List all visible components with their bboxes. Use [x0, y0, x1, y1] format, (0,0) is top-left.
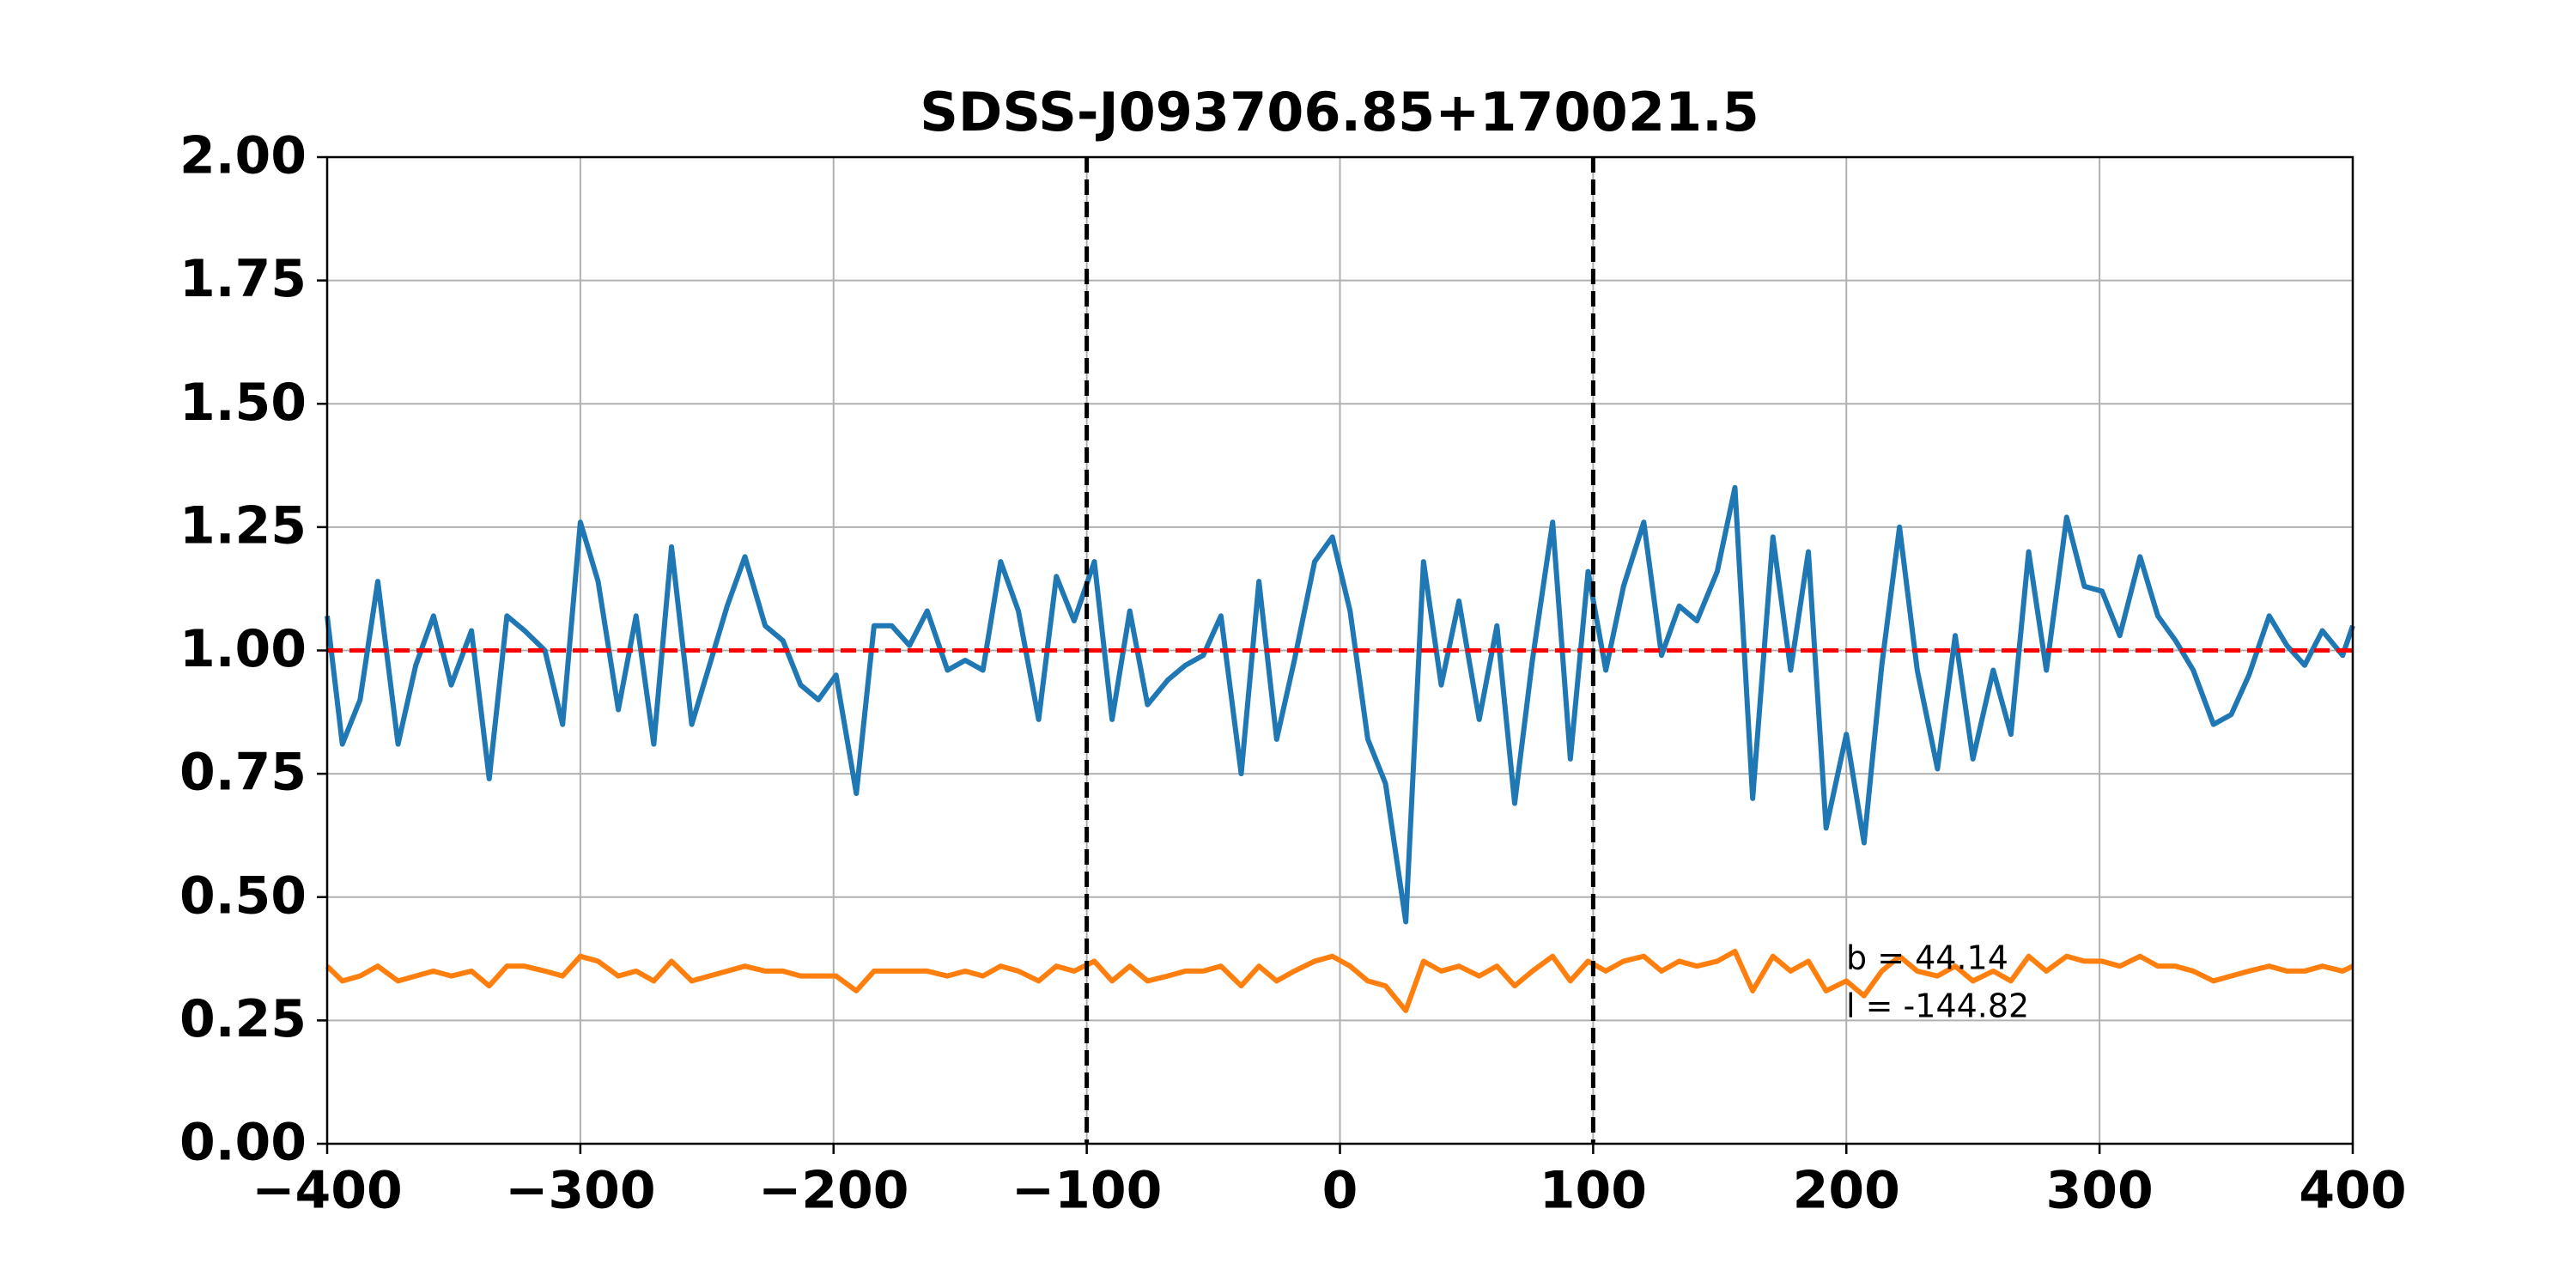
- chart-title: SDSS-J093706.85+170021.5: [920, 81, 1759, 143]
- y-tick-label: 0.75: [179, 743, 307, 803]
- x-tick-label: 400: [2299, 1161, 2406, 1221]
- annotation: l = -144.82: [1846, 987, 2029, 1025]
- annotation: b = 44.14: [1846, 939, 2008, 977]
- x-tick-label: −200: [758, 1161, 909, 1221]
- y-tick-label: 2.00: [179, 126, 307, 186]
- y-tick-label: 1.00: [179, 619, 307, 679]
- y-tick-label: 0.50: [179, 866, 307, 926]
- x-tick-label: 100: [1540, 1161, 1647, 1221]
- series-line: [325, 484, 2355, 925]
- y-tick-label: 0.25: [179, 989, 307, 1049]
- x-tick-label: −400: [252, 1161, 403, 1221]
- x-tick-label: 300: [2046, 1161, 2154, 1221]
- x-tick-label: 0: [1322, 1161, 1358, 1221]
- y-tick-label: 1.75: [179, 249, 307, 309]
- x-tick-label: −300: [505, 1161, 656, 1221]
- x-tick-label: 200: [1793, 1161, 1900, 1221]
- y-tick-label: 1.50: [179, 373, 307, 433]
- y-tick-label: 1.25: [179, 495, 307, 556]
- plot-area: [325, 157, 2355, 1144]
- x-tick-label: −100: [1012, 1161, 1163, 1221]
- series-line: [325, 948, 2354, 1013]
- y-tick-label: 0.00: [179, 1113, 307, 1173]
